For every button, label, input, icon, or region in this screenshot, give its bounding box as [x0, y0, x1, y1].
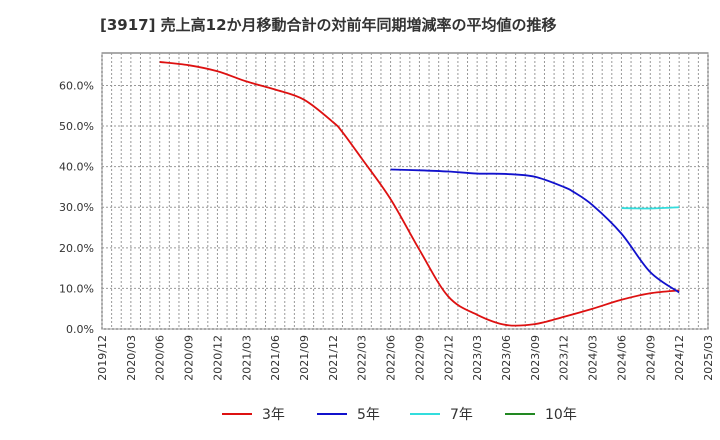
x-tick-label: 2025/03	[702, 335, 715, 381]
series-lines	[159, 61, 680, 327]
x-tick-label: 2024/03	[587, 335, 600, 381]
x-tick-label: 2023/06	[500, 335, 513, 381]
y-tick-label: 30.0%	[59, 201, 94, 214]
x-tick-label: 2022/12	[442, 335, 455, 381]
legend-label: 3年	[262, 407, 285, 423]
series-line-1	[390, 168, 680, 294]
legend-label: 10年	[545, 407, 577, 423]
x-tick-label: 2024/06	[615, 335, 628, 381]
x-tick-label: 2023/03	[471, 335, 484, 381]
legend-label: 5年	[357, 407, 380, 423]
x-tick-label: 2024/09	[644, 335, 657, 381]
x-tick-label: 2022/09	[413, 335, 426, 381]
x-tick-label: 2024/12	[673, 335, 686, 381]
y-tick-label: 0.0%	[66, 323, 94, 336]
x-tick-label: 2019/12	[96, 335, 109, 381]
x-tick-label: 2022/06	[385, 335, 398, 381]
x-tick-label: 2021/03	[240, 335, 253, 381]
x-tick-label: 2023/09	[529, 335, 542, 381]
x-tick-label: 2021/12	[327, 335, 340, 381]
chart-title: [3917] 売上高12か月移動合計の対前年同期増減率の平均値の推移	[100, 16, 557, 34]
x-tick-label: 2022/03	[356, 335, 369, 381]
x-tick-label: 2020/06	[154, 335, 167, 381]
y-tick-label: 10.0%	[59, 282, 94, 295]
y-tick-label: 60.0%	[59, 79, 94, 92]
x-tick-label: 2021/06	[269, 335, 282, 381]
y-tick-label: 50.0%	[59, 120, 94, 133]
legend: 3年 5年 7年 10年	[222, 407, 577, 423]
x-tick-label: 2021/09	[298, 335, 311, 381]
x-tick-label: 2023/12	[558, 335, 571, 381]
legend-label: 7年	[450, 407, 473, 423]
x-tick-label: 2020/12	[211, 335, 224, 381]
x-axis-ticks: 2019/12 2020/03 2020/06 2020/09 2020/12 2021/…	[96, 335, 715, 381]
y-axis-ticks: 0.0% 10.0% 20.0% 30.0% 40.0% 50.0% 60.0%	[59, 79, 94, 336]
grid-lines	[101, 53, 709, 330]
y-tick-label: 40.0%	[59, 161, 94, 174]
x-tick-label: 2020/09	[183, 335, 196, 381]
x-tick-label: 2020/03	[125, 335, 138, 381]
series-line-0	[159, 61, 680, 327]
series-line-2	[621, 206, 680, 210]
plot-area	[101, 52, 709, 330]
y-tick-label: 20.0%	[59, 242, 94, 255]
